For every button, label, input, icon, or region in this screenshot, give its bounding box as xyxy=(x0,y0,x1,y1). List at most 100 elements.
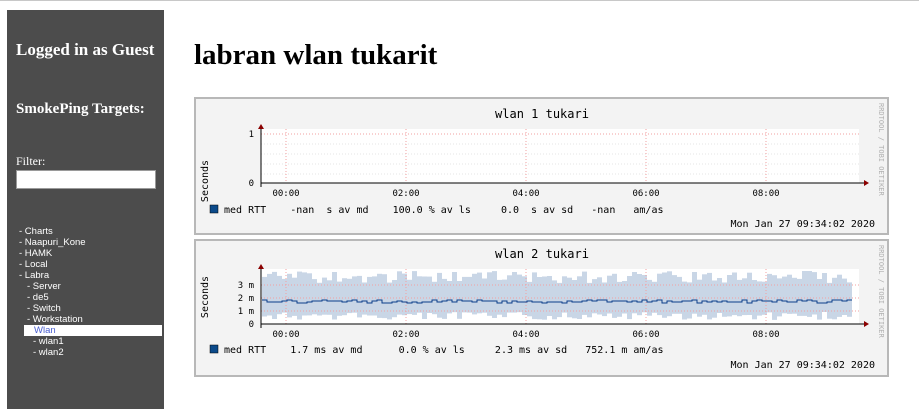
timestamp: Mon Jan 27 09:34:02 2020 xyxy=(731,219,876,230)
smoke-bar xyxy=(517,274,522,313)
smoke-bar xyxy=(307,273,312,316)
targets-heading: SmokePing Targets: xyxy=(16,101,145,117)
graph-wlan2[interactable]: wlan 2 tukari Seconds 3 m 2 m 1 m 0 00:0… xyxy=(194,239,889,377)
smoke-bar xyxy=(417,276,422,313)
smoke-band xyxy=(262,271,852,320)
smoke-bar xyxy=(387,282,392,320)
menu-item-wlan2[interactable]: - wlan2 xyxy=(33,347,64,358)
smoke-bar xyxy=(342,278,347,316)
smoke-bar xyxy=(647,279,652,316)
smoke-bar xyxy=(737,279,742,317)
smoke-bar xyxy=(277,275,282,315)
smoke-bar xyxy=(452,272,457,313)
smoke-bar xyxy=(272,271,277,319)
smoke-bar xyxy=(817,279,822,320)
menu-item-wlan1[interactable]: - wlan1 xyxy=(33,336,64,347)
smoke-bar xyxy=(347,278,352,314)
filter-input[interactable] xyxy=(16,170,156,189)
smoke-bar xyxy=(527,281,532,317)
y-tick-label: 0 xyxy=(249,179,254,189)
smoke-bar xyxy=(827,282,832,319)
timestamp: Mon Jan 27 09:34:02 2020 xyxy=(731,360,876,371)
smoke-bar xyxy=(677,276,682,314)
smoke-bar xyxy=(657,273,662,316)
smoke-bar xyxy=(432,281,437,315)
x-axis-arrow-icon xyxy=(864,321,869,327)
smoke-bar xyxy=(367,276,372,316)
smoke-bar xyxy=(297,271,302,320)
x-tick-label: 04:00 xyxy=(512,330,539,340)
smoke-bar xyxy=(397,271,402,315)
smoke-bar xyxy=(662,272,667,318)
y-tick-label: 3 m xyxy=(238,281,254,291)
smoke-bar xyxy=(422,276,427,319)
menu-item-local[interactable]: - Local xyxy=(19,259,48,270)
grid xyxy=(261,269,859,324)
smoke-bar xyxy=(637,274,642,316)
rrdtool-credit: RRDTOOL / TOBI OETIKER xyxy=(877,245,885,339)
smoke-bar xyxy=(547,276,552,316)
smoke-bar xyxy=(572,280,577,319)
menu-item-wlan[interactable]: Wlan xyxy=(24,325,162,336)
smoke-bar xyxy=(702,274,707,315)
smoke-bar xyxy=(287,273,292,318)
smoke-bar xyxy=(337,281,342,316)
smoke-bar xyxy=(832,277,837,320)
smoke-bar xyxy=(477,272,482,314)
smoke-bar xyxy=(672,275,677,314)
smoke-bar xyxy=(837,274,842,317)
y-axis-label: Seconds xyxy=(200,160,211,202)
smoke-bar xyxy=(542,276,547,320)
menu-item-hamk[interactable]: - HAMK xyxy=(19,248,53,259)
smoke-bar xyxy=(352,276,357,313)
smoke-bar xyxy=(567,277,572,318)
x-tick-label: 06:00 xyxy=(632,330,659,340)
top-divider xyxy=(0,0,919,1)
x-axis-arrow-icon xyxy=(864,180,869,186)
x-tick-label: 08:00 xyxy=(752,330,779,340)
smoke-bar xyxy=(807,271,812,317)
menu-item-workstation[interactable]: - Workstation xyxy=(27,314,83,325)
smoke-bar xyxy=(492,271,497,318)
smoke-bar xyxy=(742,278,747,316)
menu-item-server[interactable]: - Server xyxy=(27,281,61,292)
menu-item-charts[interactable]: - Charts xyxy=(19,226,53,237)
smoke-bar xyxy=(317,282,322,316)
menu-item-switch[interactable]: - Switch xyxy=(27,303,61,314)
graph-wlan1[interactable]: wlan 1 tukari Seconds 1 0 00:00 02:00 04… xyxy=(194,97,889,235)
smoke-bar xyxy=(447,281,452,314)
y-axis-label: Seconds xyxy=(200,276,211,318)
smoke-bar xyxy=(787,274,792,314)
smoke-bar xyxy=(747,272,752,315)
smoke-bar xyxy=(322,277,327,315)
smoke-bar xyxy=(727,275,732,317)
smoke-bar xyxy=(402,273,407,316)
x-tick-label: 00:00 xyxy=(272,189,299,199)
smoke-bar xyxy=(627,276,632,320)
smoke-bar xyxy=(762,281,767,315)
legend-swatch xyxy=(209,204,219,214)
smoke-bar xyxy=(437,272,442,318)
smoke-bar xyxy=(797,278,802,316)
smoke-bar xyxy=(332,272,337,320)
smoke-bar xyxy=(512,272,517,313)
smoke-bar xyxy=(812,272,817,315)
legend-text: med RTT 1.7 ms av md 0.0 % av ls 2.3 ms … xyxy=(224,345,664,356)
smoke-bar xyxy=(302,272,307,316)
smoke-bar xyxy=(692,272,697,314)
graph-title: wlan 2 tukari xyxy=(495,247,589,261)
menu-item-labra[interactable]: - Labra xyxy=(19,270,50,281)
smoke-bar xyxy=(392,280,397,318)
menu-item-de5[interactable]: - de5 xyxy=(27,292,49,303)
menu-item-naapuri-kone[interactable]: - Naapuri_Kone xyxy=(19,237,86,248)
smoke-bar xyxy=(487,272,492,316)
target-menu: - Charts - Naapuri_Kone - HAMK - Local -… xyxy=(7,226,164,358)
smoke-bar xyxy=(312,279,317,315)
smoke-bar xyxy=(532,272,537,320)
smoke-bar xyxy=(537,277,542,320)
smoke-bar xyxy=(327,280,332,315)
x-tick-label: 04:00 xyxy=(512,189,539,199)
rrdtool-credit: RRDTOOL / TOBI OETIKER xyxy=(877,103,885,197)
login-status: Logged in as Guest xyxy=(16,40,155,59)
smoke-bar xyxy=(282,278,287,313)
